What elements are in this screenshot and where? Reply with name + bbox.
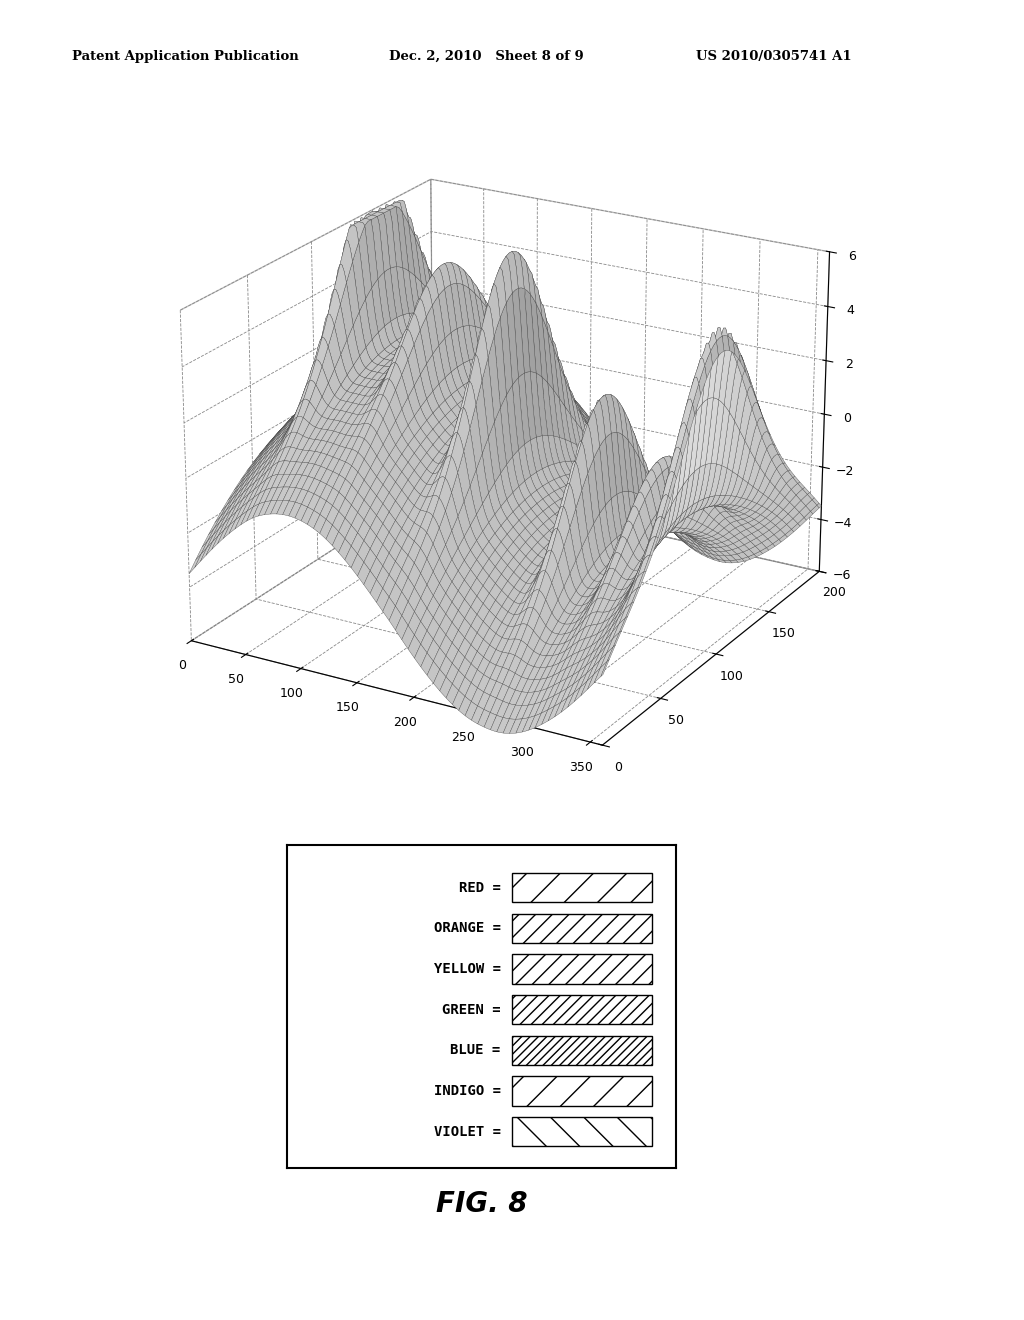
Text: Dec. 2, 2010   Sheet 8 of 9: Dec. 2, 2010 Sheet 8 of 9 — [389, 50, 584, 63]
Text: FIG. 8: FIG. 8 — [435, 1189, 527, 1218]
Text: US 2010/0305741 A1: US 2010/0305741 A1 — [696, 50, 852, 63]
Bar — [512, 1036, 652, 1065]
Text: YELLOW =: YELLOW = — [434, 962, 501, 975]
Text: ORANGE =: ORANGE = — [434, 921, 501, 936]
Text: Patent Application Publication: Patent Application Publication — [72, 50, 298, 63]
Text: VIOLET =: VIOLET = — [434, 1125, 501, 1139]
Bar — [512, 954, 652, 983]
Bar — [512, 873, 652, 903]
Bar — [512, 995, 652, 1024]
Bar — [512, 913, 652, 942]
Text: INDIGO =: INDIGO = — [434, 1084, 501, 1098]
Text: RED =: RED = — [459, 880, 501, 895]
Bar — [512, 1076, 652, 1106]
Bar — [512, 1117, 652, 1146]
Text: GREEN =: GREEN = — [442, 1003, 501, 1016]
Text: BLUE =: BLUE = — [451, 1043, 501, 1057]
